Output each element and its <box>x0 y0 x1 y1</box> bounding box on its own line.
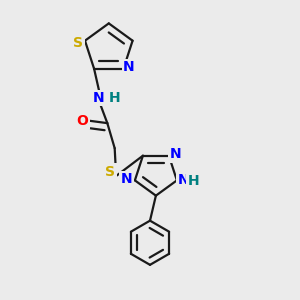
Text: N: N <box>93 91 104 105</box>
Text: N: N <box>121 172 133 186</box>
Text: N: N <box>169 147 181 161</box>
Text: H: H <box>109 91 121 105</box>
Text: S: S <box>105 165 115 179</box>
Text: N: N <box>123 60 135 74</box>
Text: O: O <box>76 114 88 128</box>
Text: S: S <box>74 36 83 50</box>
Text: H: H <box>188 174 200 188</box>
Text: N: N <box>178 173 189 188</box>
